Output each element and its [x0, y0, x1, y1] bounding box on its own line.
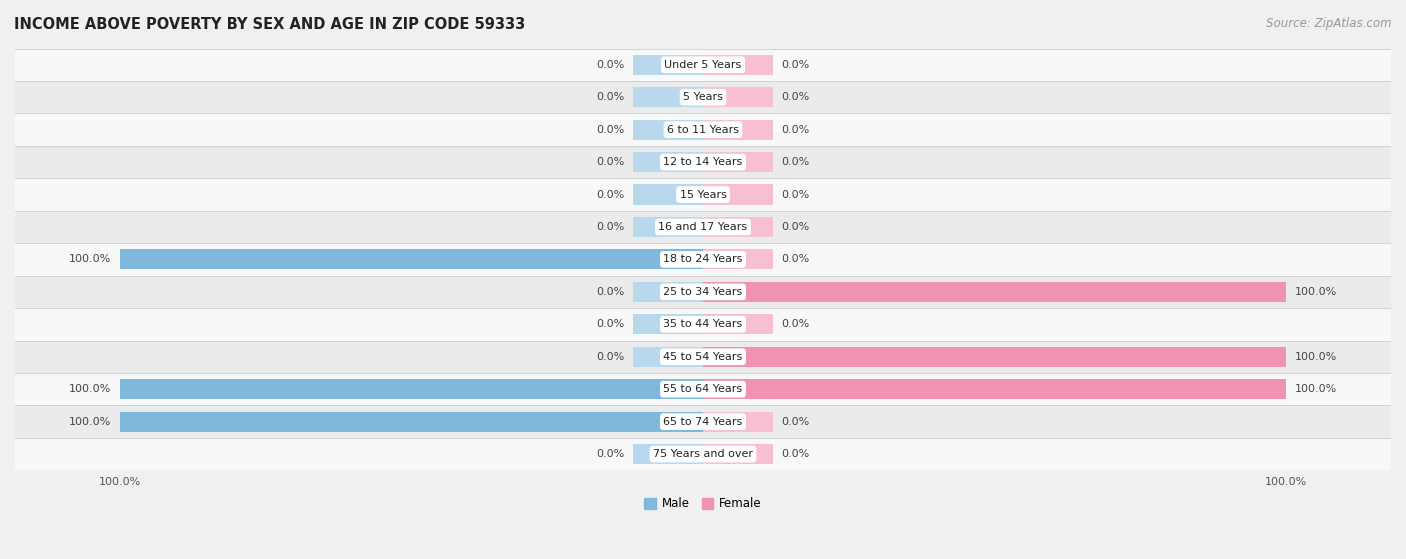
- Bar: [15, 373, 1391, 405]
- Text: Source: ZipAtlas.com: Source: ZipAtlas.com: [1267, 17, 1392, 30]
- Legend: Male, Female: Male, Female: [640, 492, 766, 515]
- Text: 0.0%: 0.0%: [596, 92, 624, 102]
- Text: 0.0%: 0.0%: [782, 222, 810, 232]
- Bar: [703, 444, 773, 464]
- Text: 0.0%: 0.0%: [782, 125, 810, 135]
- Text: 16 and 17 Years: 16 and 17 Years: [658, 222, 748, 232]
- Bar: [15, 211, 1391, 243]
- Text: 100.0%: 100.0%: [1295, 352, 1337, 362]
- Text: 100.0%: 100.0%: [69, 384, 111, 394]
- Bar: [15, 81, 1391, 113]
- Bar: [633, 217, 703, 237]
- Bar: [15, 438, 1391, 470]
- Text: 25 to 34 Years: 25 to 34 Years: [664, 287, 742, 297]
- Bar: [633, 87, 703, 107]
- Bar: [703, 249, 773, 269]
- Text: 35 to 44 Years: 35 to 44 Years: [664, 319, 742, 329]
- Text: 0.0%: 0.0%: [782, 190, 810, 200]
- Bar: [633, 314, 703, 334]
- Bar: [15, 308, 1391, 340]
- Bar: [120, 411, 703, 432]
- Bar: [633, 120, 703, 140]
- Text: 0.0%: 0.0%: [596, 125, 624, 135]
- Bar: [703, 282, 1286, 302]
- Text: 100.0%: 100.0%: [69, 254, 111, 264]
- Text: 0.0%: 0.0%: [596, 60, 624, 70]
- Bar: [703, 379, 1286, 399]
- Text: 75 Years and over: 75 Years and over: [652, 449, 754, 459]
- Bar: [15, 49, 1391, 81]
- Text: Under 5 Years: Under 5 Years: [665, 60, 741, 70]
- Text: 0.0%: 0.0%: [782, 157, 810, 167]
- Text: 65 to 74 Years: 65 to 74 Years: [664, 416, 742, 427]
- Bar: [703, 217, 773, 237]
- Bar: [633, 444, 703, 464]
- Bar: [703, 184, 773, 205]
- Bar: [15, 243, 1391, 276]
- Bar: [633, 282, 703, 302]
- Text: 0.0%: 0.0%: [782, 319, 810, 329]
- Text: 0.0%: 0.0%: [596, 319, 624, 329]
- Text: 0.0%: 0.0%: [782, 92, 810, 102]
- Bar: [15, 405, 1391, 438]
- Bar: [15, 113, 1391, 146]
- Text: 0.0%: 0.0%: [782, 449, 810, 459]
- Text: 100.0%: 100.0%: [69, 416, 111, 427]
- Text: 0.0%: 0.0%: [596, 449, 624, 459]
- Text: 18 to 24 Years: 18 to 24 Years: [664, 254, 742, 264]
- Text: 0.0%: 0.0%: [596, 287, 624, 297]
- Text: 55 to 64 Years: 55 to 64 Years: [664, 384, 742, 394]
- Bar: [703, 152, 773, 172]
- Bar: [703, 347, 1286, 367]
- Bar: [633, 347, 703, 367]
- Bar: [15, 178, 1391, 211]
- Bar: [633, 55, 703, 75]
- Text: 0.0%: 0.0%: [596, 352, 624, 362]
- Text: 100.0%: 100.0%: [1295, 287, 1337, 297]
- Text: 5 Years: 5 Years: [683, 92, 723, 102]
- Bar: [15, 146, 1391, 178]
- Bar: [703, 55, 773, 75]
- Text: 100.0%: 100.0%: [1295, 384, 1337, 394]
- Bar: [15, 340, 1391, 373]
- Text: 0.0%: 0.0%: [596, 222, 624, 232]
- Bar: [703, 120, 773, 140]
- Bar: [703, 87, 773, 107]
- Text: 12 to 14 Years: 12 to 14 Years: [664, 157, 742, 167]
- Bar: [703, 314, 773, 334]
- Bar: [120, 379, 703, 399]
- Text: 0.0%: 0.0%: [596, 157, 624, 167]
- Text: INCOME ABOVE POVERTY BY SEX AND AGE IN ZIP CODE 59333: INCOME ABOVE POVERTY BY SEX AND AGE IN Z…: [14, 17, 526, 32]
- Text: 0.0%: 0.0%: [596, 190, 624, 200]
- Bar: [703, 411, 773, 432]
- Text: 15 Years: 15 Years: [679, 190, 727, 200]
- Text: 0.0%: 0.0%: [782, 254, 810, 264]
- Bar: [633, 152, 703, 172]
- Text: 45 to 54 Years: 45 to 54 Years: [664, 352, 742, 362]
- Text: 0.0%: 0.0%: [782, 60, 810, 70]
- Text: 6 to 11 Years: 6 to 11 Years: [666, 125, 740, 135]
- Bar: [633, 184, 703, 205]
- Bar: [15, 276, 1391, 308]
- Text: 0.0%: 0.0%: [782, 416, 810, 427]
- Bar: [120, 249, 703, 269]
